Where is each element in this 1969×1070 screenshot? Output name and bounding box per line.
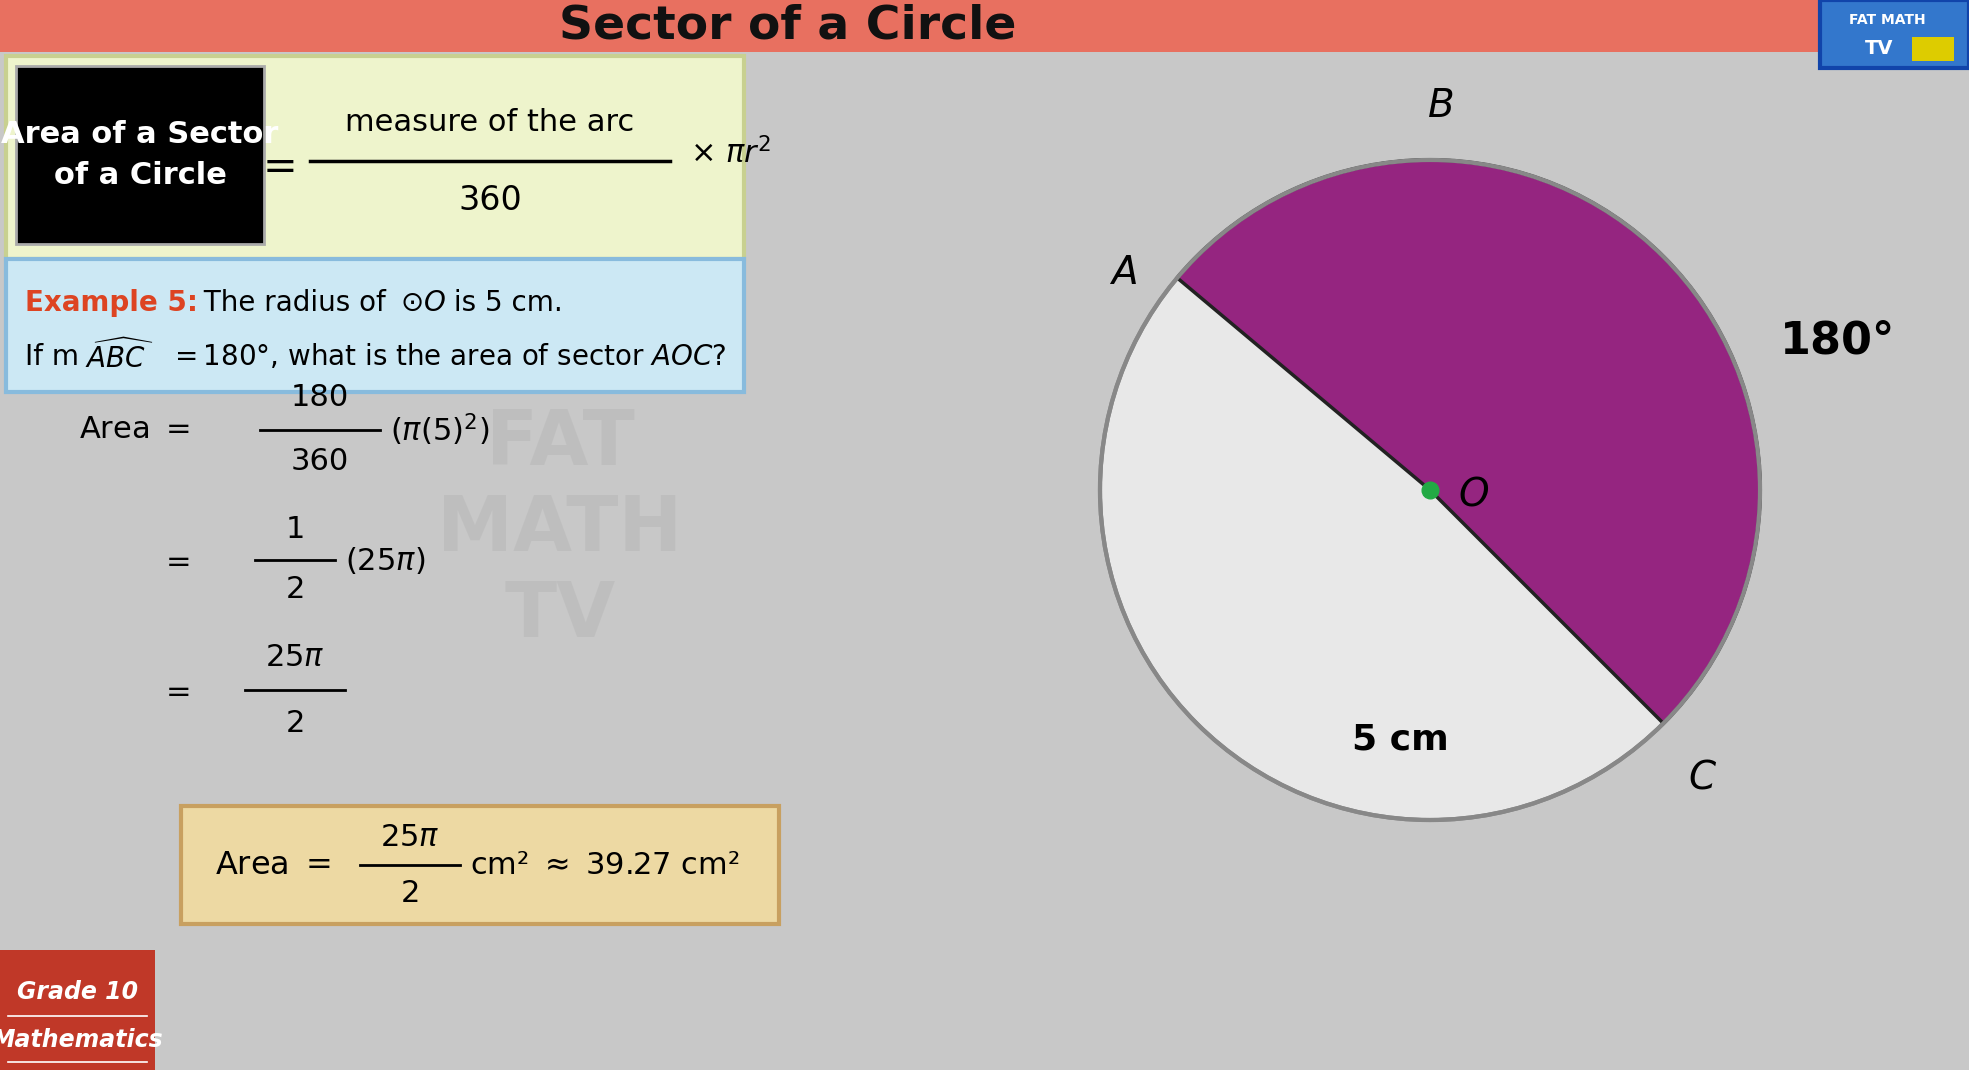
FancyBboxPatch shape <box>181 806 780 924</box>
Text: FAT MATH: FAT MATH <box>1849 14 1926 28</box>
Text: $= 180°$, what is the area of sector $AOC$?: $= 180°$, what is the area of sector $AO… <box>159 342 727 371</box>
Text: Example 5:: Example 5: <box>26 289 199 317</box>
Text: $\odot O$: $\odot O$ <box>400 289 447 317</box>
FancyBboxPatch shape <box>1912 37 1953 61</box>
Text: cm² $\approx$ 39.27 cm²: cm² $\approx$ 39.27 cm² <box>471 851 740 880</box>
Text: Grade 10: Grade 10 <box>18 980 138 1004</box>
Text: 180°: 180° <box>1780 320 1896 363</box>
Text: 2: 2 <box>286 708 305 737</box>
Text: $(\pi(5)^2)$: $(\pi(5)^2)$ <box>390 412 490 448</box>
Text: Area $=$: Area $=$ <box>215 850 331 881</box>
FancyBboxPatch shape <box>6 56 744 259</box>
Wedge shape <box>1177 160 1760 723</box>
Text: $O$: $O$ <box>1457 476 1489 514</box>
FancyBboxPatch shape <box>6 259 744 392</box>
Text: 180: 180 <box>291 383 349 413</box>
Text: $25\pi$: $25\pi$ <box>380 823 439 852</box>
Text: The radius of: The radius of <box>195 289 394 317</box>
Text: $(25\pi)$: $(25\pi)$ <box>345 545 425 576</box>
Text: $C$: $C$ <box>1687 759 1717 796</box>
Text: $B$: $B$ <box>1428 87 1453 125</box>
Text: TV: TV <box>1865 40 1894 59</box>
Text: 360: 360 <box>459 184 522 217</box>
Text: measure of the arc: measure of the arc <box>345 108 634 137</box>
Text: $\widehat{ABC}$: $\widehat{ABC}$ <box>85 339 154 374</box>
Text: If m: If m <box>26 342 89 370</box>
FancyBboxPatch shape <box>0 950 156 1070</box>
Text: $25\pi$: $25\pi$ <box>266 642 325 672</box>
FancyBboxPatch shape <box>16 66 264 244</box>
Text: 2: 2 <box>400 878 419 907</box>
Text: Sector of a Circle: Sector of a Circle <box>559 3 1016 48</box>
FancyBboxPatch shape <box>0 0 1969 52</box>
Text: Area of a Sector
of a Circle: Area of a Sector of a Circle <box>2 120 280 189</box>
Text: =: = <box>262 147 297 188</box>
Text: $=$: $=$ <box>159 546 189 575</box>
Text: FAT
MATH
TV: FAT MATH TV <box>437 408 683 653</box>
Text: 360: 360 <box>291 447 349 476</box>
FancyBboxPatch shape <box>1819 0 1969 68</box>
Circle shape <box>1101 160 1760 820</box>
Text: Mathematics: Mathematics <box>0 1028 163 1052</box>
Text: $\times\ \pi r^2$: $\times\ \pi r^2$ <box>689 137 772 170</box>
Text: is 5 cm.: is 5 cm. <box>445 289 563 317</box>
Text: Area $=$: Area $=$ <box>79 415 189 444</box>
Text: $=$: $=$ <box>159 675 189 704</box>
Text: 1: 1 <box>286 516 305 545</box>
Text: 5 cm: 5 cm <box>1351 723 1449 756</box>
Text: $A$: $A$ <box>1109 254 1138 292</box>
Text: 2: 2 <box>286 576 305 605</box>
